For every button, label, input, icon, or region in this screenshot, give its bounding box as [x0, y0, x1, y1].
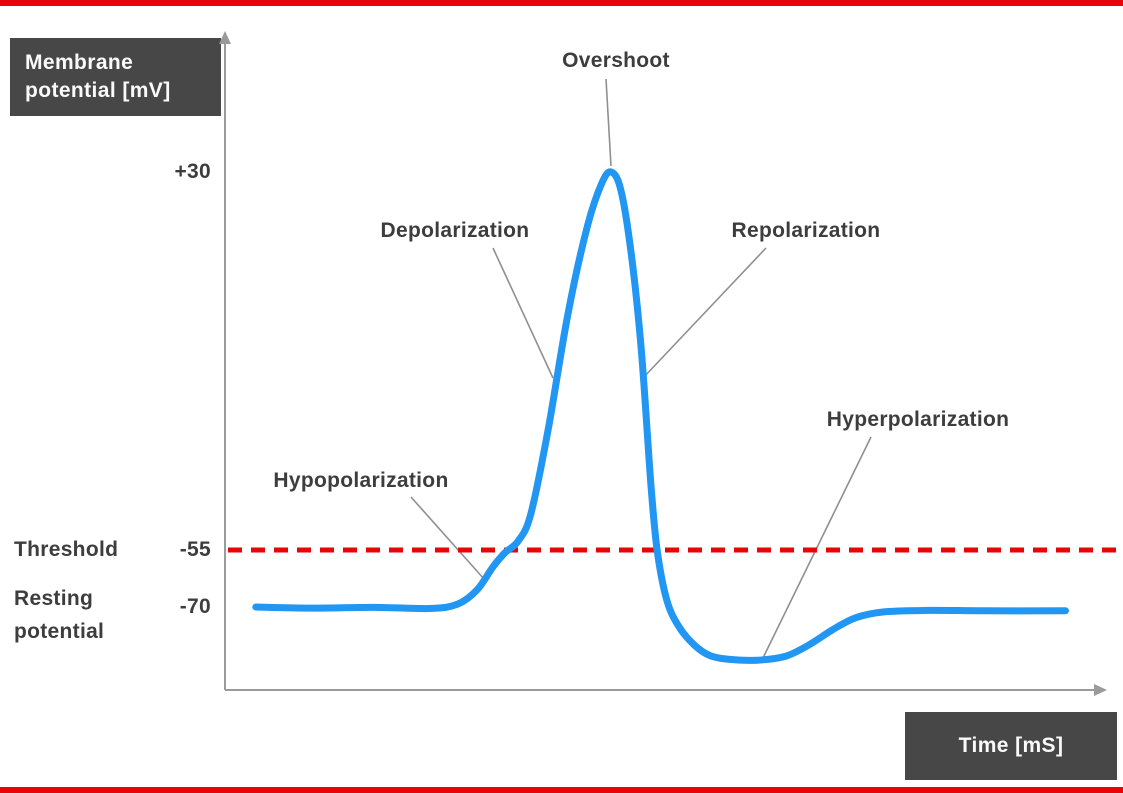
y-tick-label: +30: [174, 160, 211, 183]
membrane-potential-curve: [252, 168, 1069, 664]
annotation-hyperpolarization: Hyperpolarization: [826, 408, 1010, 431]
x-axis-label-box: Time [mS]: [905, 712, 1117, 780]
y-axis-arrow-icon: [219, 31, 231, 44]
y-axis-label-box: Membrane potential [mV]: [10, 38, 221, 116]
bottom-red-border: [0, 787, 1123, 793]
annotation-repolarization: Repolarization: [731, 219, 881, 242]
annotation-overshoot: Overshoot: [562, 49, 670, 72]
y-axis-label-line2: potential [mV]: [25, 79, 171, 102]
y-axis-label-line1: Membrane: [25, 51, 134, 74]
x-axis-arrow-icon: [1094, 684, 1107, 696]
threshold-label: Threshold: [14, 538, 119, 561]
resting-potential-label: Resting potential: [14, 587, 105, 643]
annotation-leader-line: [410, 496, 485, 580]
y-tick-label: -70: [179, 595, 211, 618]
annotation-leader-line: [642, 247, 767, 379]
y-tick-label: -55: [179, 538, 211, 561]
top-red-border: [0, 0, 1123, 6]
x-axis-label: Time [mS]: [958, 734, 1064, 757]
annotation-hypopolarization: Hypopolarization: [273, 469, 449, 492]
annotation-depolarization: Depolarization: [380, 219, 530, 242]
annotation-leader-line: [492, 247, 554, 379]
annotation-leader-line: [605, 78, 612, 167]
